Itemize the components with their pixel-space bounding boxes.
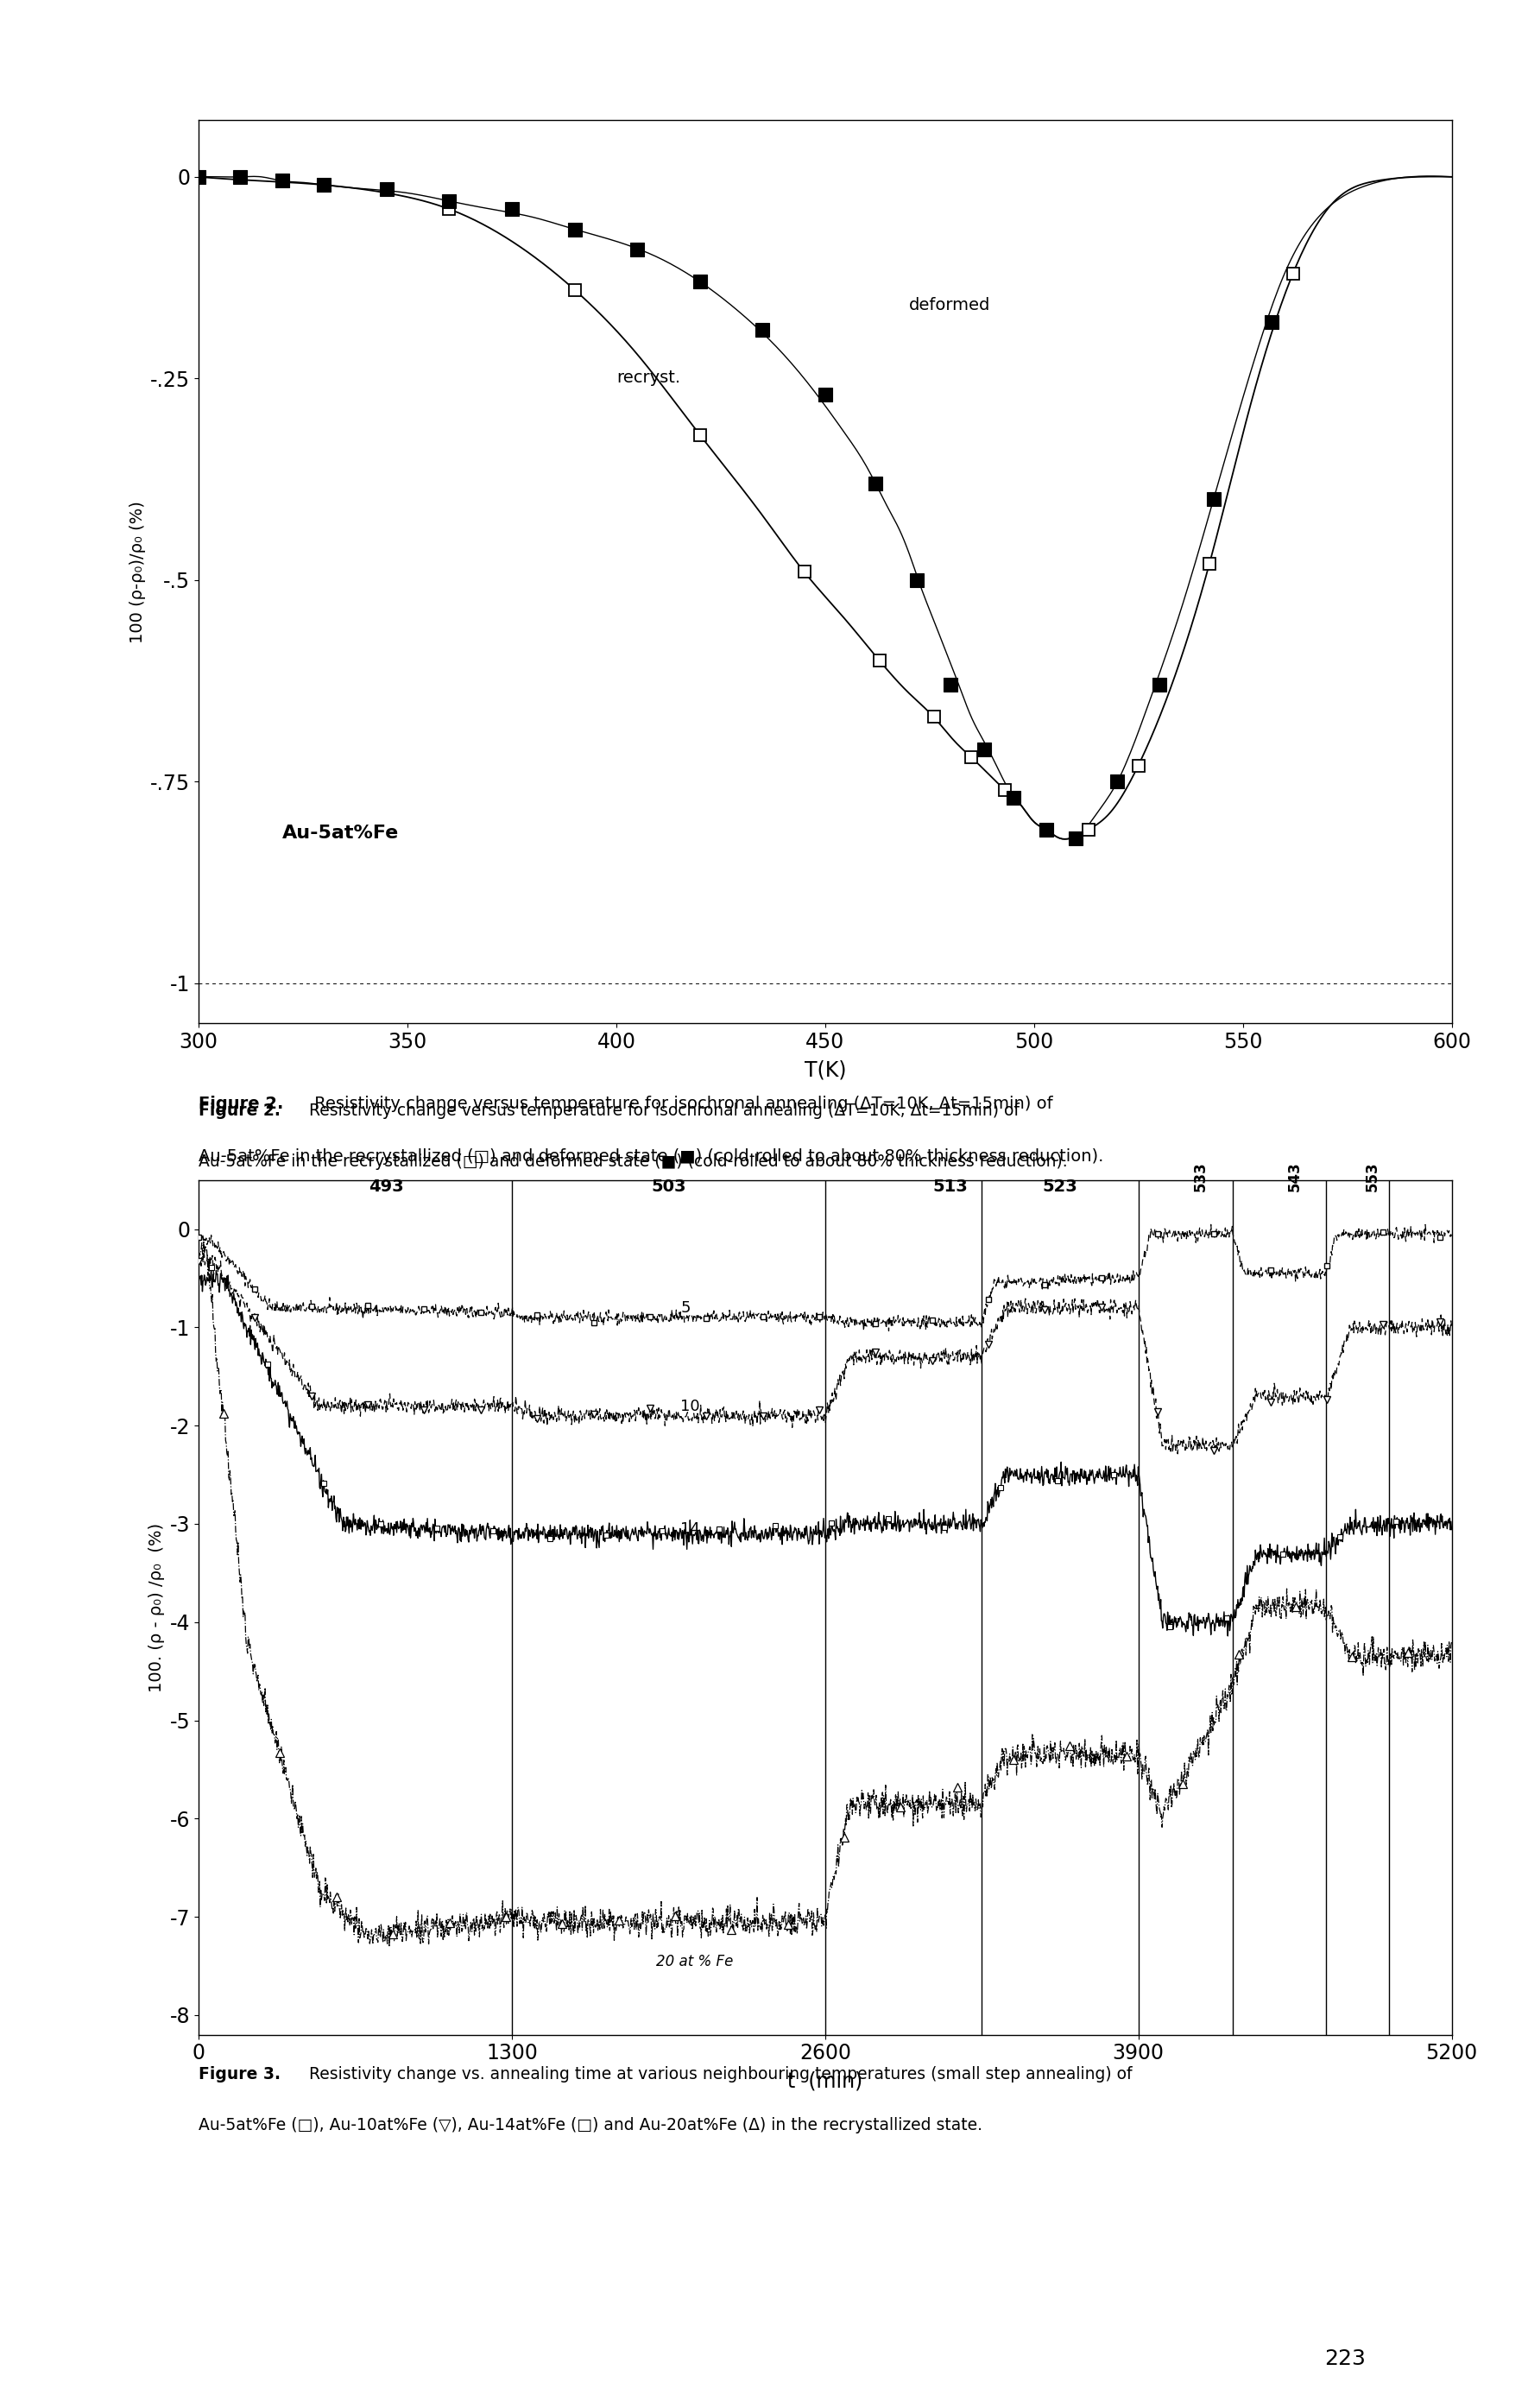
Text: 543: 543 [1287,1161,1303,1192]
X-axis label: t  (min): t (min) [787,2071,863,2093]
Text: 493: 493 [370,1178,403,1194]
Text: 10: 10 [680,1399,700,1413]
Text: Resistivity change versus temperature for isochronal annealing (ΔT=10K, Δt=15min: Resistivity change versus temperature fo… [309,1096,1053,1112]
X-axis label: T(K): T(K) [804,1060,847,1081]
Y-axis label: 100 (ρ-ρ₀)/ρ₀ (%): 100 (ρ-ρ₀)/ρ₀ (%) [130,501,145,643]
Text: recryst.: recryst. [616,368,680,385]
Text: Au-5at%Fe in the recrystallized (□) and deformed state (■) (cold-rolled to about: Au-5at%Fe in the recrystallized (□) and … [199,1153,1068,1170]
Text: Figure 2.: Figure 2. [199,1103,281,1120]
Text: Au-5at%Fe: Au-5at%Fe [283,824,399,840]
Text: Resistivity change vs. annealing time at various neighbouring temperatures (smal: Resistivity change vs. annealing time at… [304,2066,1132,2083]
Text: 513: 513 [932,1178,969,1194]
Text: Resistivity change versus temperature for isochronal annealing (ΔT=10K, Δt=15min: Resistivity change versus temperature fo… [304,1103,1019,1120]
Text: 533: 533 [1193,1161,1209,1192]
Text: 20 at % Fe: 20 at % Fe [657,1953,733,1970]
Text: Figure 2.: Figure 2. [199,1096,284,1112]
Y-axis label: 100. (ρ - ρ₀) /ρ₀  (%): 100. (ρ - ρ₀) /ρ₀ (%) [148,1522,165,1693]
Text: 553: 553 [1365,1161,1380,1192]
Text: deformed: deformed [909,296,990,313]
Text: 5: 5 [680,1300,691,1317]
Text: 14: 14 [680,1522,700,1536]
Text: Au-5at%Fe (□), Au-10at%Fe (▽), Au-14at%Fe (□) and Au-20at%Fe (Δ) in the recrysta: Au-5at%Fe (□), Au-10at%Fe (▽), Au-14at%F… [199,2117,983,2133]
Text: 223: 223 [1323,2348,1366,2369]
Text: 523: 523 [1042,1178,1077,1194]
Text: 503: 503 [651,1178,686,1194]
Text: Au-5at%Fe in the recrystallized (□) and deformed state (■) (cold-rolled to about: Au-5at%Fe in the recrystallized (□) and … [199,1149,1103,1165]
Text: Figure 3.: Figure 3. [199,2066,281,2083]
